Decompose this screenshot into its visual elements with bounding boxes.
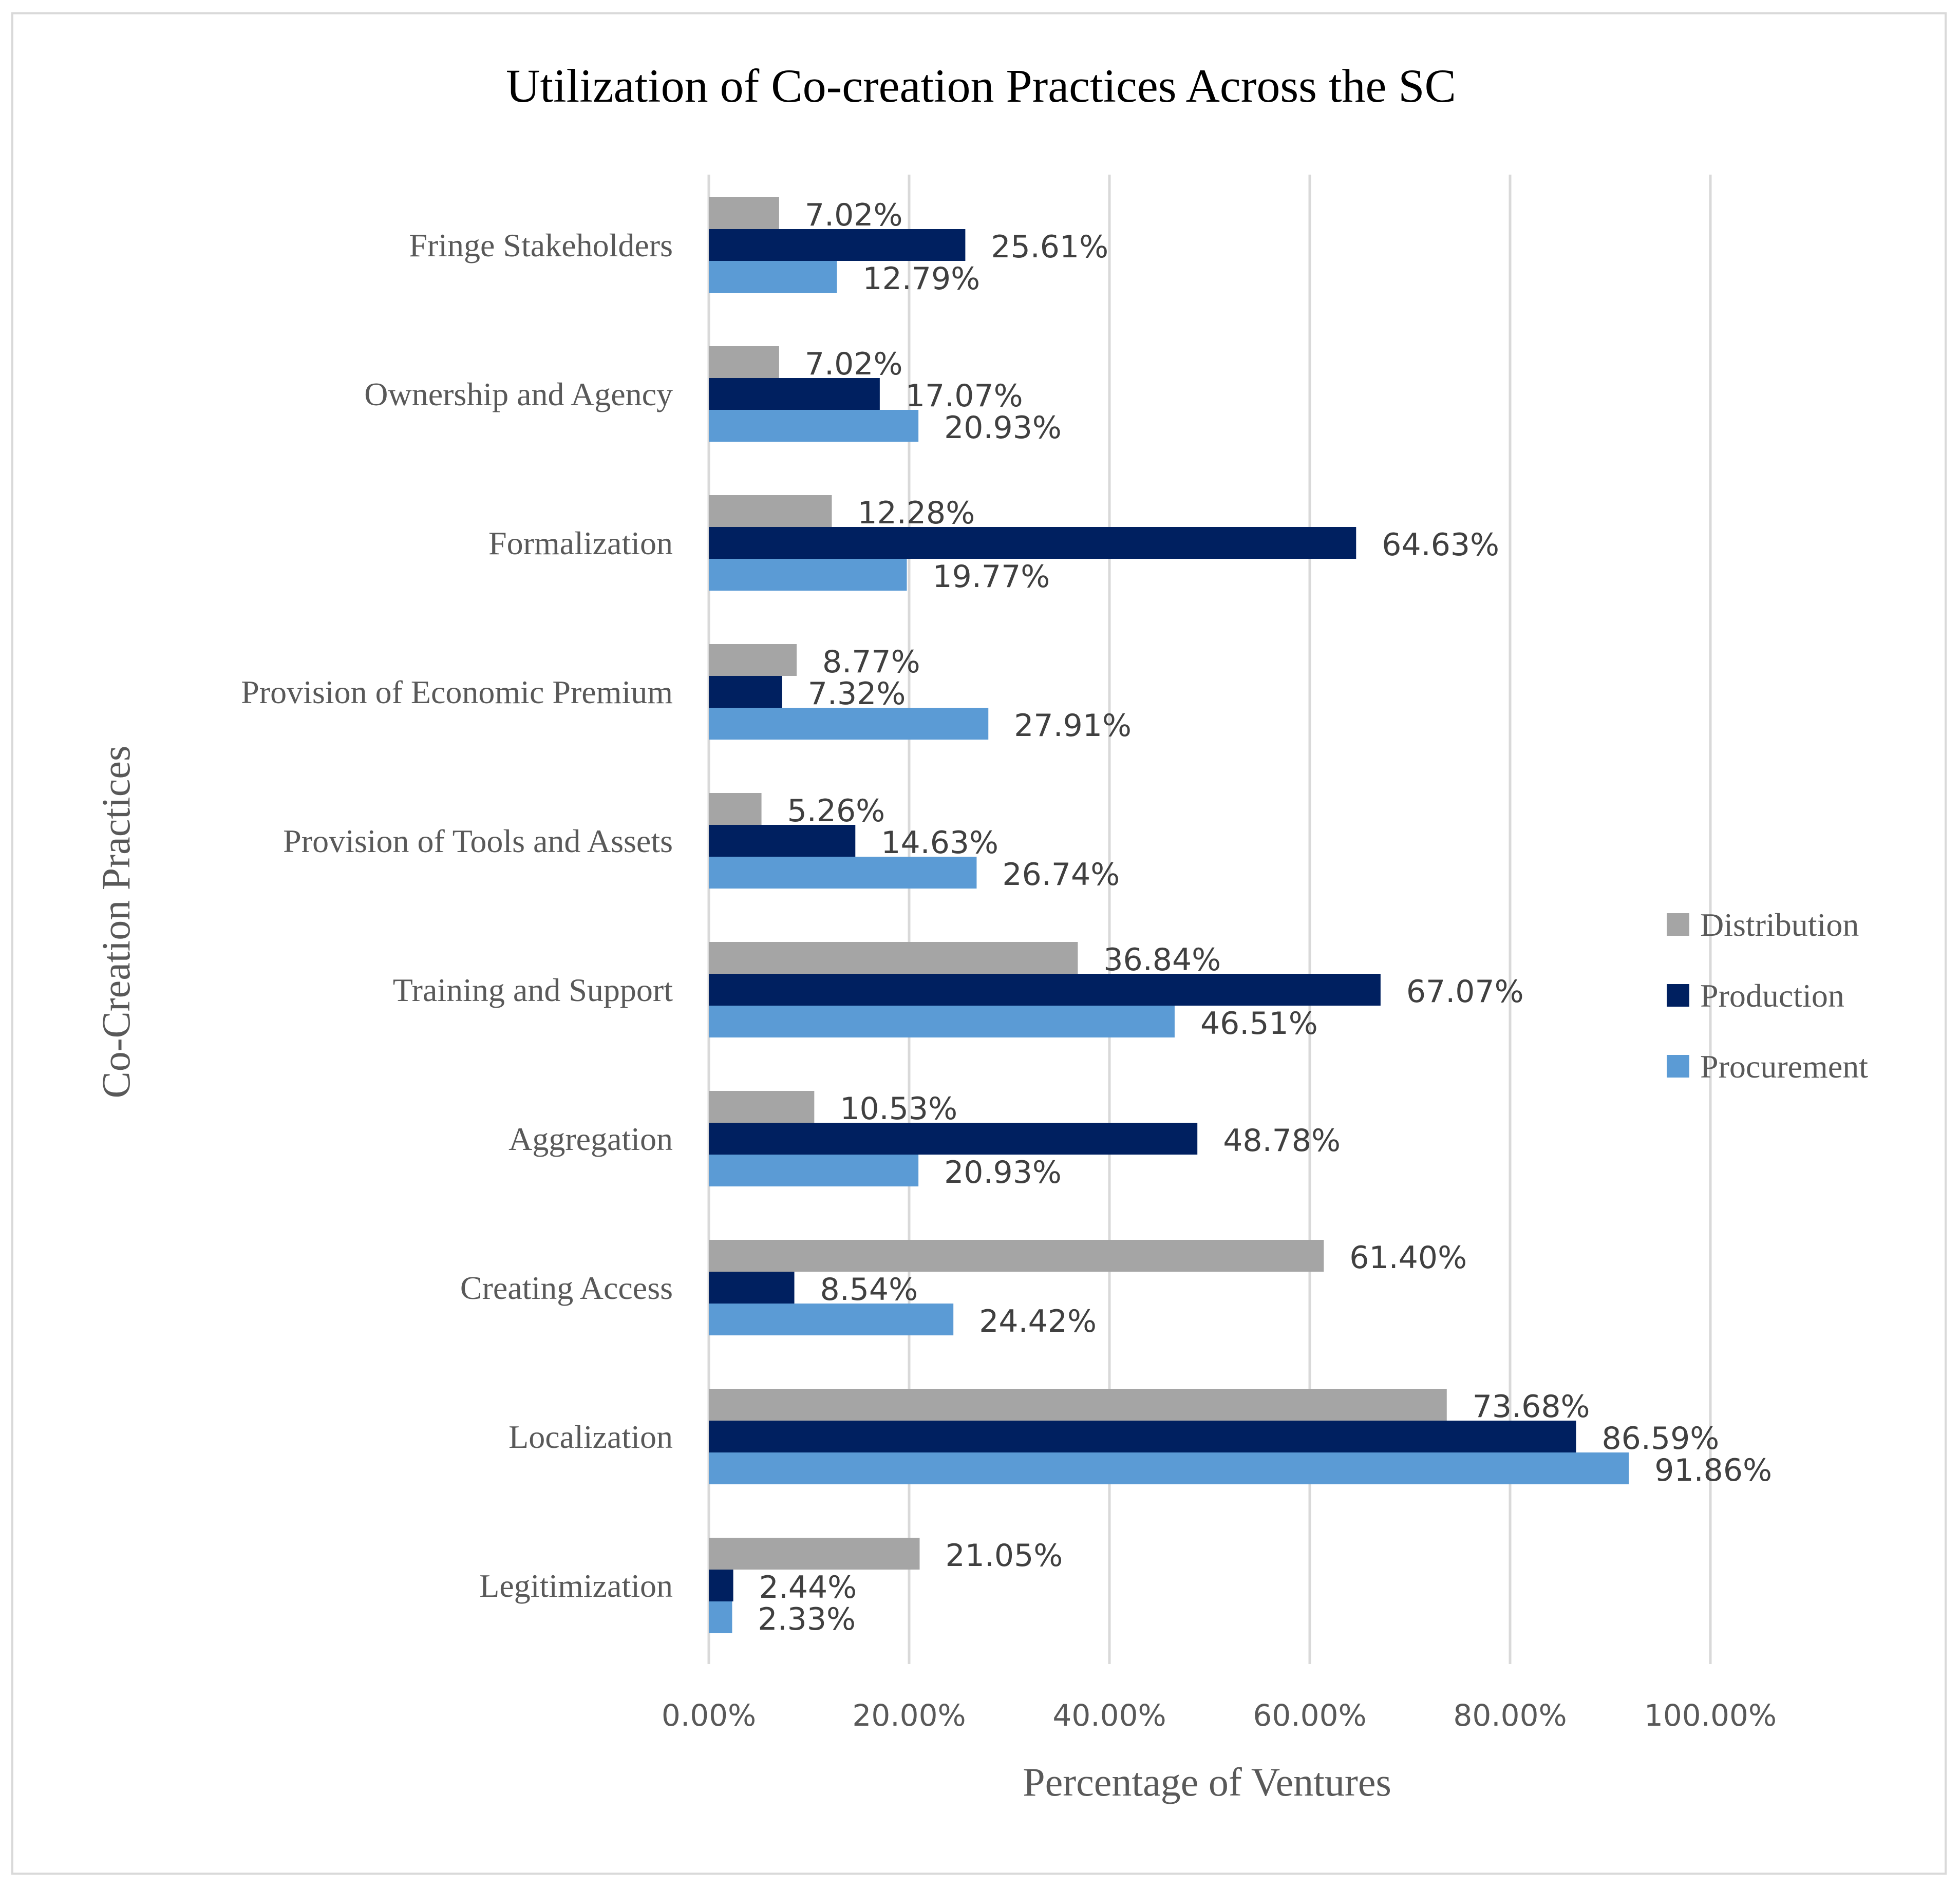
x-axis-title: Percentage of Ventures bbox=[1023, 1760, 1391, 1804]
bar-distribution bbox=[709, 793, 762, 825]
category-label: Provision of Economic Premium bbox=[241, 674, 673, 710]
bar-production bbox=[709, 229, 966, 261]
category-label: Training and Support bbox=[393, 972, 673, 1008]
data-label: 27.91% bbox=[1014, 708, 1132, 744]
bar-distribution bbox=[709, 644, 797, 676]
bar-distribution bbox=[709, 495, 832, 527]
bar-distribution bbox=[709, 1240, 1324, 1272]
x-tick-label: 0.00% bbox=[662, 1698, 756, 1733]
x-tick-label: 20.00% bbox=[852, 1698, 966, 1733]
bar-procurement bbox=[709, 1601, 732, 1633]
bar-distribution bbox=[709, 346, 779, 378]
legend-swatch-distribution bbox=[1667, 913, 1689, 936]
data-label: 7.02% bbox=[805, 346, 903, 382]
bar-procurement bbox=[709, 1006, 1175, 1037]
data-label: 91.86% bbox=[1654, 1452, 1772, 1488]
bar-production bbox=[709, 1272, 795, 1304]
bar-production bbox=[709, 676, 782, 708]
data-label: 61.40% bbox=[1349, 1240, 1467, 1276]
bar-procurement bbox=[709, 1304, 954, 1335]
data-label: 86.59% bbox=[1602, 1421, 1720, 1457]
data-label: 8.77% bbox=[822, 644, 920, 680]
data-label: 73.68% bbox=[1473, 1389, 1590, 1425]
x-tick-labels: 0.00% 20.00% 40.00% 60.00% 80.00% 100.00% bbox=[662, 1698, 1777, 1733]
data-label: 12.28% bbox=[857, 495, 975, 531]
x-tick-label: 80.00% bbox=[1453, 1698, 1567, 1733]
bar-procurement bbox=[709, 1155, 919, 1186]
y-axis-title: Co-Creation Practices bbox=[93, 746, 138, 1099]
data-label: 7.02% bbox=[805, 197, 903, 233]
data-label: 64.63% bbox=[1382, 527, 1499, 563]
bar-production bbox=[709, 1123, 1198, 1155]
data-label: 26.74% bbox=[1002, 857, 1120, 893]
bar-distribution bbox=[709, 1538, 920, 1570]
bar-procurement bbox=[709, 410, 919, 442]
bar-procurement bbox=[709, 708, 989, 740]
bar-procurement bbox=[709, 261, 837, 293]
category-labels: Fringe Stakeholders Ownership and Agency F… bbox=[241, 227, 673, 1604]
data-label: 25.61% bbox=[991, 229, 1108, 265]
data-label: 48.78% bbox=[1223, 1123, 1341, 1159]
data-label: 2.44% bbox=[759, 1570, 857, 1606]
data-label: 20.93% bbox=[944, 1155, 1062, 1191]
x-tick-label: 40.00% bbox=[1052, 1698, 1166, 1733]
legend: Distribution Production Procurement bbox=[1667, 907, 1868, 1085]
bar-production bbox=[709, 1570, 733, 1601]
bars: 7.02%25.61%12.79%7.02%17.07%20.93%12.28%… bbox=[709, 197, 1772, 1637]
data-label: 14.63% bbox=[881, 825, 998, 861]
data-label: 12.79% bbox=[862, 261, 980, 297]
data-label: 17.07% bbox=[906, 378, 1023, 414]
bar-distribution bbox=[709, 1389, 1447, 1421]
legend-label-distribution: Distribution bbox=[1700, 907, 1859, 943]
data-label: 19.77% bbox=[933, 559, 1050, 595]
bar-production bbox=[709, 974, 1381, 1006]
bar-distribution bbox=[709, 197, 779, 229]
bar-procurement bbox=[709, 1452, 1629, 1484]
category-label: Aggregation bbox=[508, 1121, 673, 1157]
data-label: 5.26% bbox=[787, 793, 885, 829]
x-tick-label: 100.00% bbox=[1644, 1698, 1777, 1733]
category-label: Provision of Tools and Assets bbox=[283, 823, 673, 859]
data-label: 2.33% bbox=[758, 1601, 856, 1637]
data-label: 21.05% bbox=[945, 1538, 1063, 1574]
chart-title: Utilization of Co-creation Practices Acr… bbox=[506, 60, 1456, 112]
legend-swatch-production bbox=[1667, 984, 1689, 1007]
bar-production bbox=[709, 527, 1356, 559]
category-label: Legitimization bbox=[479, 1568, 673, 1604]
category-label: Fringe Stakeholders bbox=[409, 227, 673, 263]
data-label: 8.54% bbox=[820, 1272, 918, 1308]
bar-procurement bbox=[709, 559, 907, 591]
category-label: Localization bbox=[508, 1419, 673, 1455]
category-label: Ownership and Agency bbox=[364, 376, 673, 412]
bar-production bbox=[709, 1421, 1576, 1452]
data-label: 67.07% bbox=[1406, 974, 1524, 1010]
bar-production bbox=[709, 378, 880, 410]
data-label: 10.53% bbox=[840, 1091, 957, 1127]
category-label: Creating Access bbox=[460, 1270, 673, 1306]
category-label: Formalization bbox=[488, 525, 673, 561]
data-label: 36.84% bbox=[1103, 942, 1221, 978]
legend-swatch-procurement bbox=[1667, 1055, 1689, 1078]
bar-distribution bbox=[709, 942, 1078, 974]
legend-label-procurement: Procurement bbox=[1700, 1048, 1868, 1085]
legend-label-production: Production bbox=[1700, 977, 1844, 1014]
x-tick-label: 60.00% bbox=[1253, 1698, 1366, 1733]
data-label: 7.32% bbox=[808, 676, 906, 712]
data-label: 24.42% bbox=[979, 1304, 1097, 1339]
bar-distribution bbox=[709, 1091, 815, 1123]
data-label: 20.93% bbox=[944, 410, 1062, 446]
data-label: 46.51% bbox=[1200, 1006, 1318, 1042]
bar-procurement bbox=[709, 857, 977, 889]
bar-production bbox=[709, 825, 856, 857]
